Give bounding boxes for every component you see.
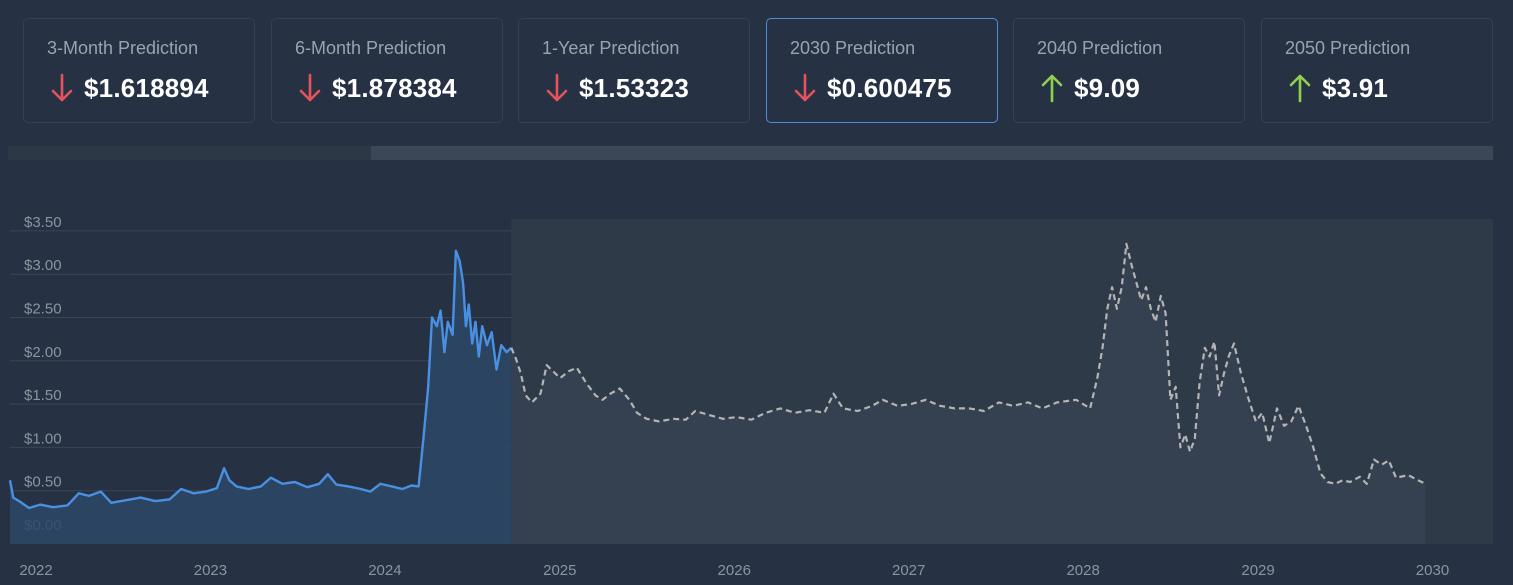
card-2030-prediction[interactable]: 2030 Prediction $0.600475 [766, 18, 998, 123]
historical-area [10, 250, 512, 545]
y-tick-label: $2.00 [24, 344, 62, 361]
y-tick-label: $0.50 [24, 474, 62, 491]
card-1-year-prediction[interactable]: 1-Year Prediction $1.53323 [518, 18, 750, 123]
predicted-price-line [510, 242, 1427, 485]
card-6-month-prediction[interactable]: 6-Month Prediction $1.878384 [271, 18, 503, 123]
card-title: 2030 Prediction [790, 38, 916, 58]
card-title: 2040 Prediction [1037, 38, 1163, 58]
card-title: 3-Month Prediction [47, 38, 199, 58]
x-tick-label: 2026 [718, 562, 751, 579]
arrow-up-icon [1041, 74, 1063, 103]
card-value-row: $0.600475 [794, 71, 952, 105]
y-tick-label: $1.50 [24, 387, 62, 404]
card-value: $1.618894 [84, 72, 209, 103]
chart-scrollbar[interactable] [8, 146, 1493, 160]
card-value-row: $1.878384 [299, 71, 457, 105]
x-tick-label: 2030 [1416, 562, 1449, 579]
x-tick-label: 2023 [194, 562, 227, 579]
prediction-area [511, 243, 1426, 544]
arrow-up-icon [1289, 74, 1311, 103]
arrow-down-icon [794, 73, 816, 102]
card-value-row: $1.618894 [51, 71, 209, 105]
arrow-down-icon [546, 73, 568, 102]
historical-price-line [8, 249, 513, 510]
card-value: $1.53323 [579, 72, 690, 103]
y-tick-label: $3.50 [24, 214, 62, 231]
card-value: $1.878384 [332, 72, 457, 103]
card-value-row: $3.91 [1289, 71, 1388, 105]
x-tick-label: 2027 [892, 562, 925, 579]
y-tick-label: $1.00 [24, 430, 62, 447]
x-tick-label: 2025 [543, 562, 576, 579]
card-value: $9.09 [1074, 72, 1141, 103]
card-value-row: $9.09 [1041, 71, 1140, 105]
x-tick-label: 2024 [368, 562, 401, 579]
y-tick-label: $3.00 [24, 257, 62, 274]
card-title: 1-Year Prediction [542, 38, 680, 58]
x-tick-label: 2022 [19, 562, 52, 579]
chart-scrollbar-thumb[interactable] [371, 146, 1493, 160]
x-tick-label: 2029 [1241, 562, 1274, 579]
card-3-month-prediction[interactable]: 3-Month Prediction $1.618894 [23, 18, 255, 123]
card-2050-prediction[interactable]: 2050 Prediction $3.91 [1261, 18, 1493, 123]
card-title: 2050 Prediction [1285, 38, 1411, 58]
card-2040-prediction[interactable]: 2040 Prediction $9.09 [1013, 18, 1245, 123]
prediction-cards: 3-Month Prediction $1.618894 6-Month Pre… [23, 18, 1493, 123]
arrow-down-icon [299, 73, 321, 102]
card-value-row: $1.53323 [546, 71, 689, 105]
card-title: 6-Month Prediction [295, 38, 447, 58]
card-value: $0.600475 [827, 72, 952, 103]
card-value: $3.91 [1322, 72, 1389, 103]
x-tick-label: 2028 [1066, 562, 1099, 579]
arrow-down-icon [51, 73, 73, 102]
y-tick-label: $2.50 [24, 301, 62, 318]
